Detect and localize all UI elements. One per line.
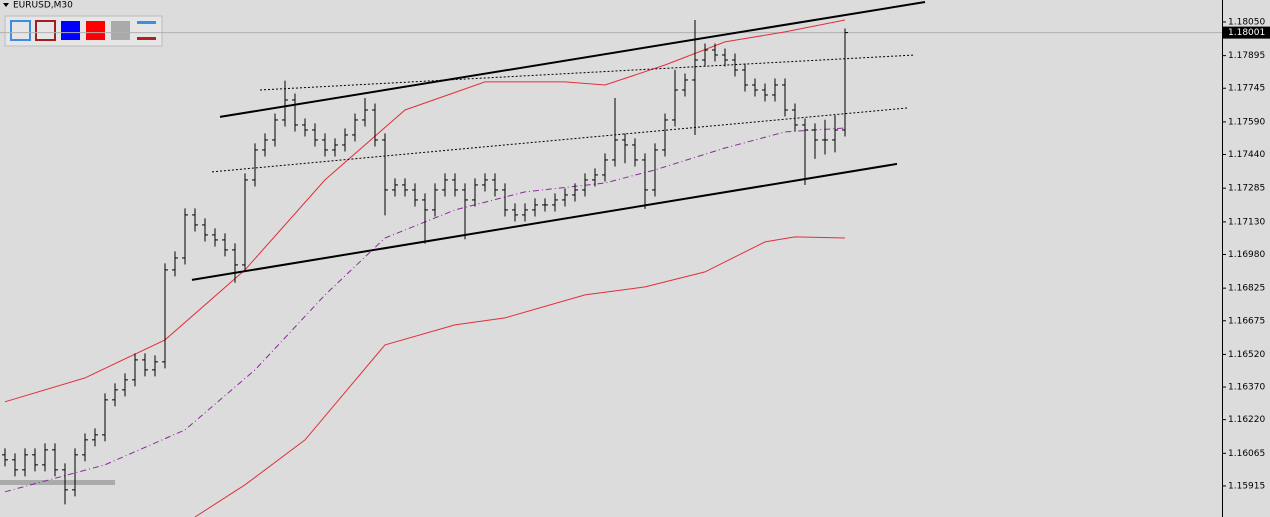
y-tick-label: 1.17590 — [1228, 117, 1265, 127]
indicator-line — [191, 162, 898, 281]
chart-title: EURUSD,M30 — [13, 1, 73, 11]
y-tick-label: 1.17895 — [1228, 51, 1265, 61]
y-tick-label: 1.16370 — [1228, 383, 1265, 393]
line-button[interactable] — [137, 21, 156, 24]
y-tick-label: 1.16065 — [1228, 449, 1265, 459]
y-tick-label: 1.17440 — [1228, 150, 1265, 160]
y-tick-label: 1.16675 — [1228, 316, 1265, 326]
current-price-label: 1.18001 — [1228, 28, 1265, 38]
color-button[interactable] — [86, 21, 105, 40]
y-tick-label: 1.15915 — [1228, 481, 1265, 491]
y-tick-label: 1.18050 — [1228, 17, 1265, 27]
y-tick-label: 1.16825 — [1228, 284, 1265, 294]
y-tick-label: 1.16520 — [1228, 350, 1265, 360]
color-button[interactable] — [35, 20, 56, 41]
y-tick-label: 1.17745 — [1228, 84, 1265, 94]
color-button[interactable] — [61, 21, 80, 40]
y-tick-label: 1.16220 — [1228, 415, 1265, 425]
toolbar-panel — [4, 15, 163, 47]
y-tick-label: 1.17285 — [1228, 184, 1265, 194]
color-button[interactable] — [111, 21, 130, 40]
scroll-bar[interactable] — [0, 480, 115, 485]
indicator-line — [211, 107, 908, 173]
indicator-line — [4, 127, 846, 493]
toolbar — [4, 15, 163, 47]
indicator-line — [259, 54, 916, 91]
current-price-box — [1223, 26, 1270, 39]
y-tick-label: 1.16980 — [1228, 250, 1265, 260]
menu-arrow[interactable] — [3, 3, 9, 7]
indicator-line — [194, 236, 846, 517]
indicator-line — [219, 1, 926, 118]
line-button[interactable] — [137, 37, 156, 40]
y-tick-label: 1.17130 — [1228, 217, 1265, 227]
color-button[interactable] — [10, 20, 31, 41]
